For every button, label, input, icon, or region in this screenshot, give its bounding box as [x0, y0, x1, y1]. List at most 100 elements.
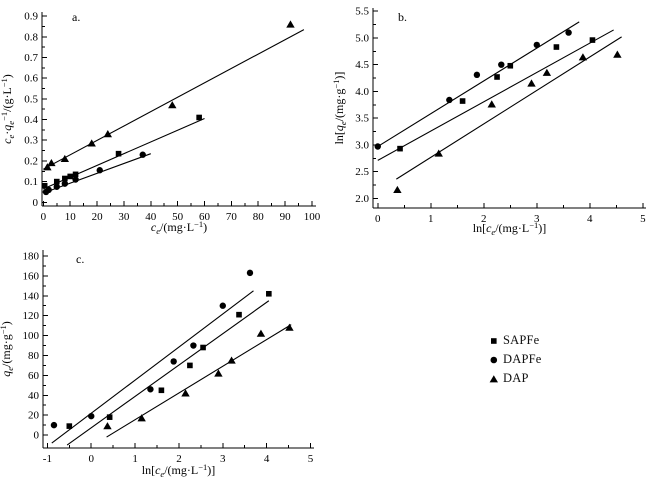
y-tick-label: 80: [28, 350, 40, 362]
y-tick-label: 4.0: [355, 86, 369, 98]
y-tick-label: 0.8: [24, 31, 38, 43]
x-axis-label: ln[ce/(mg·L−1)]: [473, 220, 547, 237]
x-tick-label: -1: [43, 453, 52, 465]
legend-label: SAPFe: [503, 333, 540, 347]
panel-label: b.: [398, 10, 407, 24]
x-tick-label: 90: [280, 211, 292, 223]
x-tick-label: 0: [41, 211, 47, 223]
y-tick-label: 0.6: [24, 73, 38, 85]
series-sapfe: [66, 290, 272, 429]
x-tick-label: 1: [428, 213, 434, 225]
x-tick-label: 40: [145, 211, 157, 223]
y-axis-label: qe/(mg·g−1): [0, 321, 15, 377]
y-tick-label: 60: [28, 370, 40, 382]
axes: [372, 8, 646, 209]
y-tick-label: 5.5: [355, 6, 369, 18]
legend-label: DAPFe: [503, 352, 542, 366]
chart-panel-a: 0 10 20 30 40 50 60 70 80 90 100 0 0.1 0.2 0.3 0.4 0.5 0.…: [0, 10, 321, 236]
tick-labels: 0 10 20 30 40 50 60 70 80 90 100 0 0.1 0.2 0.3 0.4 0.5 0.…: [24, 11, 320, 223]
legend-item-dapfe: DAPFe: [489, 350, 542, 369]
y-tick-label: 0.5: [24, 93, 38, 105]
x-tick-label: 3: [220, 453, 226, 465]
series-dapfe: [374, 29, 572, 150]
ticks: [43, 255, 311, 448]
panel-label: a.: [72, 10, 80, 24]
axes: [41, 12, 316, 207]
y-tick-label: 100: [23, 330, 40, 342]
fit-line-dap: [43, 29, 305, 170]
series-sapfe: [41, 114, 202, 189]
y-tick-label: 160: [23, 270, 40, 282]
x-tick-label: 30: [118, 211, 130, 223]
tick-labels: 0 1 2 3 4 5 2.0 2.5 3.0 3.5 4.0 4.5 5.0 5.5: [355, 6, 646, 225]
y-tick-label: 40: [28, 390, 40, 402]
y-tick-label: 0.1: [24, 176, 38, 188]
y-tick-label: 0.4: [24, 114, 38, 126]
x-tick-label: 5: [308, 453, 314, 465]
x-axis-label: ce/(mg·L−1): [151, 219, 207, 236]
y-tick-label: 2.5: [355, 166, 369, 178]
legend-item-dap: DAP: [489, 369, 542, 388]
y-tick-label: 0: [33, 197, 39, 209]
series-sapfe: [397, 37, 596, 152]
y-tick-label: 2.0: [355, 193, 369, 205]
fit-lines: [377, 21, 622, 180]
y-tick-label: 140: [23, 290, 40, 302]
x-tick-label: 2: [176, 453, 182, 465]
y-tick-label: 0: [34, 430, 40, 442]
y-tick-label: 3.0: [355, 139, 369, 151]
y-tick-label: 0.7: [24, 52, 38, 64]
x-tick-label: 70: [226, 211, 238, 223]
legend-marker-circle-icon: [490, 356, 498, 363]
fit-line-dap: [396, 36, 622, 180]
x-tick-label: 4: [587, 213, 593, 225]
fit-line-dapfe: [43, 153, 151, 194]
fit-lines: [43, 29, 305, 194]
y-tick-label: 4.5: [355, 59, 369, 71]
y-tick-label: 0.2: [24, 155, 38, 167]
y-axis-label: ln[qe/(mg·g−1)]: [331, 72, 348, 145]
legend-item-sapfe: SAPFe: [489, 331, 542, 350]
x-tick-label: 0: [375, 213, 381, 225]
legend-label: DAP: [503, 371, 529, 385]
x-tick-label: 60: [199, 211, 211, 223]
y-tick-label: 20: [28, 410, 40, 422]
chart-panel-b: 0 1 2 3 4 5 2.0 2.5 3.0 3.5 4.0 4.5 5.0 5.5 b. ln[ce/(m…: [331, 6, 646, 237]
y-tick-label: 5.0: [355, 32, 369, 44]
x-tick-label: 20: [92, 211, 104, 223]
fit-line-dap: [106, 324, 292, 438]
x-tick-label: 10: [65, 211, 77, 223]
fit-line-dapfe: [377, 21, 580, 147]
legend-marker-triangle-icon: [489, 374, 498, 382]
x-axis-label: ln[ce/(mg·L−1)]: [142, 462, 216, 479]
x-tick-label: 0: [88, 453, 94, 465]
series-dapfe: [42, 151, 146, 196]
fit-lines: [51, 290, 292, 446]
y-tick-label: 180: [23, 250, 40, 262]
y-tick-label: 0.9: [24, 11, 38, 23]
y-tick-label: 0.3: [24, 135, 38, 147]
legend-marker-square-icon: [491, 337, 497, 344]
legend: SAPFe DAPFe DAP: [489, 331, 542, 388]
ticks: [42, 15, 313, 206]
fit-line-dapfe: [51, 290, 254, 444]
fit-line-sapfe: [377, 29, 614, 161]
ticks: [373, 10, 644, 208]
panel-label: c.: [76, 252, 84, 266]
x-tick-label: 2: [481, 213, 487, 225]
x-tick-label: 4: [264, 453, 270, 465]
series-dap: [103, 323, 294, 430]
x-tick-label: 5: [640, 213, 646, 225]
series-dap: [43, 20, 295, 171]
x-tick-label: 100: [304, 211, 321, 223]
series-dap: [393, 50, 622, 194]
y-tick-label: 120: [23, 310, 40, 322]
x-tick-label: 3: [534, 213, 540, 225]
fit-line-sapfe: [66, 300, 270, 446]
x-tick-label: 80: [253, 211, 265, 223]
x-tick-label: 50: [172, 211, 184, 223]
y-tick-label: 3.5: [355, 113, 369, 125]
